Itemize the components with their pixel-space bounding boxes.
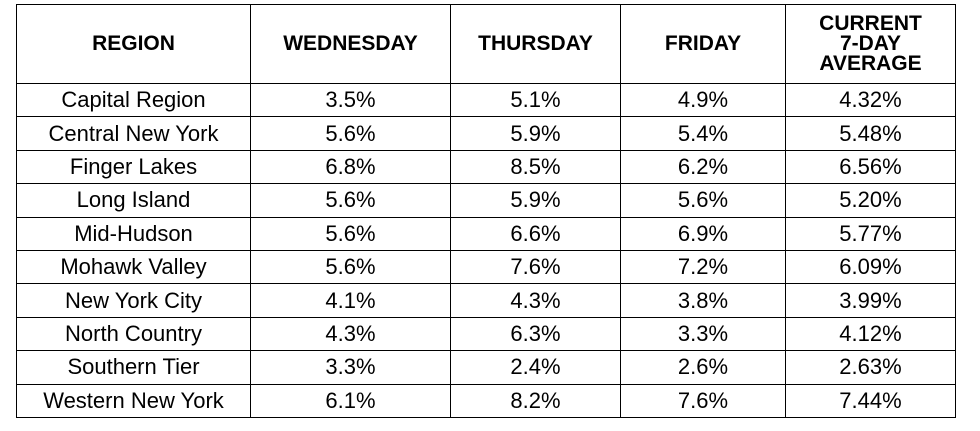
table-body: Capital Region 3.5% 5.1% 4.9% 4.32% Central N…	[16, 82, 956, 418]
value-cell: 6.3%	[450, 316, 621, 352]
value-cell: 2.63%	[785, 350, 956, 385]
value-cell: 4.3%	[450, 283, 621, 318]
value-cell: 3.8%	[620, 283, 786, 318]
value-cell: 4.1%	[250, 283, 451, 318]
value-cell: 3.99%	[785, 283, 956, 318]
table-row: Long Island 5.6% 5.9% 5.6% 5.20%	[16, 183, 956, 218]
value-cell: 6.8%	[250, 149, 451, 185]
region-cell: Southern Tier	[16, 350, 251, 385]
value-cell: 3.5%	[250, 82, 451, 118]
value-cell: 4.32%	[785, 82, 956, 118]
column-header: FRIDAY	[620, 4, 786, 84]
region-cell: Central New York	[16, 116, 251, 151]
value-cell: 5.9%	[450, 116, 621, 151]
column-header: REGION	[16, 4, 251, 84]
column-header: THURSDAY	[450, 4, 621, 84]
value-cell: 5.6%	[620, 183, 786, 218]
region-cell: Capital Region	[16, 82, 251, 118]
region-cell: Mid-Hudson	[16, 216, 251, 251]
value-cell: 5.6%	[250, 249, 451, 285]
value-cell: 5.77%	[785, 216, 956, 251]
value-cell: 2.6%	[620, 350, 786, 385]
value-cell: 4.3%	[250, 316, 451, 352]
value-cell: 8.2%	[450, 383, 621, 418]
value-cell: 8.5%	[450, 149, 621, 185]
table-row: Capital Region 3.5% 5.1% 4.9% 4.32%	[16, 82, 956, 118]
value-cell: 5.20%	[785, 183, 956, 218]
value-cell: 6.56%	[785, 149, 956, 185]
header-row: REGION WEDNESDAY THURSDAY FRIDAY CURRENT 7-D…	[16, 4, 956, 84]
value-cell: 4.12%	[785, 316, 956, 352]
region-cell: New York City	[16, 283, 251, 318]
value-cell: 3.3%	[250, 350, 451, 385]
region-cell: Finger Lakes	[16, 149, 251, 185]
table-row: Mid-Hudson 5.6% 6.6% 6.9% 5.77%	[16, 216, 956, 251]
value-cell: 6.1%	[250, 383, 451, 418]
value-cell: 7.2%	[620, 249, 786, 285]
value-cell: 5.1%	[450, 82, 621, 118]
value-cell: 2.4%	[450, 350, 621, 385]
region-cell: Mohawk Valley	[16, 249, 251, 285]
table-row: New York City 4.1% 4.3% 3.8% 3.99%	[16, 283, 956, 318]
column-header: CURRENT 7-DAY AVERAGE	[785, 4, 956, 84]
value-cell: 5.4%	[620, 116, 786, 151]
table-row: North Country 4.3% 6.3% 3.3% 4.12%	[16, 316, 956, 352]
value-cell: 7.6%	[620, 383, 786, 418]
value-cell: 6.2%	[620, 149, 786, 185]
value-cell: 6.6%	[450, 216, 621, 251]
value-cell: 3.3%	[620, 316, 786, 352]
table-row: Central New York 5.6% 5.9% 5.4% 5.48%	[16, 116, 956, 151]
value-cell: 7.44%	[785, 383, 956, 418]
value-cell: 5.6%	[250, 216, 451, 251]
region-cell: Western New York	[16, 383, 251, 418]
value-cell: 7.6%	[450, 249, 621, 285]
value-cell: 5.6%	[250, 116, 451, 151]
region-cell: North Country	[16, 316, 251, 352]
value-cell: 6.09%	[785, 249, 956, 285]
value-cell: 5.6%	[250, 183, 451, 218]
table-row: Finger Lakes 6.8% 8.5% 6.2% 6.56%	[16, 149, 956, 185]
value-cell: 4.9%	[620, 82, 786, 118]
positivity-table: REGION WEDNESDAY THURSDAY FRIDAY CURRENT 7-D…	[16, 4, 956, 418]
value-cell: 5.48%	[785, 116, 956, 151]
table-row: Mohawk Valley 5.6% 7.6% 7.2% 6.09%	[16, 249, 956, 285]
table-row: Southern Tier 3.3% 2.4% 2.6% 2.63%	[16, 350, 956, 385]
column-header: WEDNESDAY	[250, 4, 451, 84]
table-row: Western New York 6.1% 8.2% 7.6% 7.44%	[16, 383, 956, 418]
value-cell: 6.9%	[620, 216, 786, 251]
region-cell: Long Island	[16, 183, 251, 218]
value-cell: 5.9%	[450, 183, 621, 218]
